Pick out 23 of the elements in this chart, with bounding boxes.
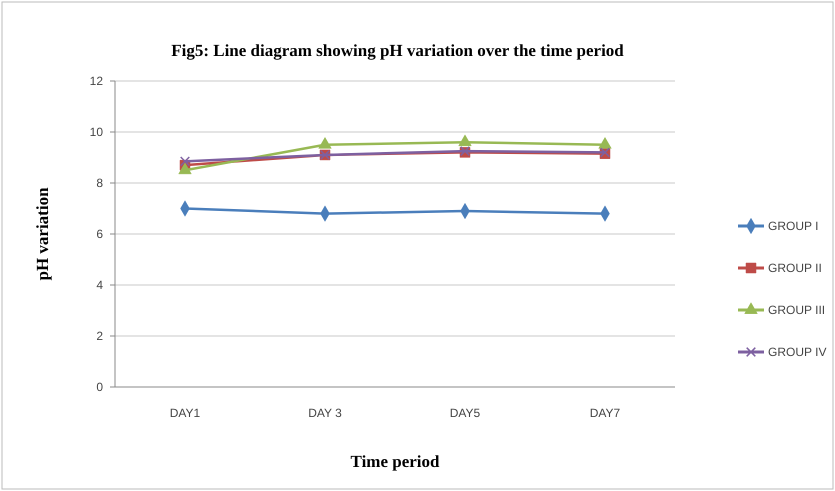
chart-title: Fig5: Line diagram showing pH variation over the time period xyxy=(171,41,624,60)
y-tick-label: 6 xyxy=(96,227,104,242)
legend-label: GROUP II xyxy=(768,261,822,276)
x-tick-label: DAY5 xyxy=(450,406,481,420)
legend-label: GROUP IV xyxy=(768,345,826,360)
y-tick-label: 8 xyxy=(96,176,104,190)
legend-label: GROUP I xyxy=(768,219,818,234)
point xyxy=(598,137,612,149)
legend-label: GROUP III xyxy=(768,303,826,318)
point xyxy=(318,137,332,149)
x-tick-label: DAY7 xyxy=(590,406,621,420)
y-tick-label: 0 xyxy=(96,380,104,394)
x-tick-label: DAY 3 xyxy=(308,406,342,420)
point xyxy=(178,162,192,174)
point xyxy=(458,134,472,146)
y-axis-title: pH variation xyxy=(33,186,52,281)
x-tick-label: DAY1 xyxy=(170,406,201,420)
x-axis-title: Time period xyxy=(350,452,440,471)
point xyxy=(180,156,190,166)
y-tick-label: 4 xyxy=(96,278,104,292)
y-tick-label: 12 xyxy=(90,74,104,88)
y-tick-label: 10 xyxy=(90,125,104,140)
y-tick-label: 2 xyxy=(96,329,104,344)
